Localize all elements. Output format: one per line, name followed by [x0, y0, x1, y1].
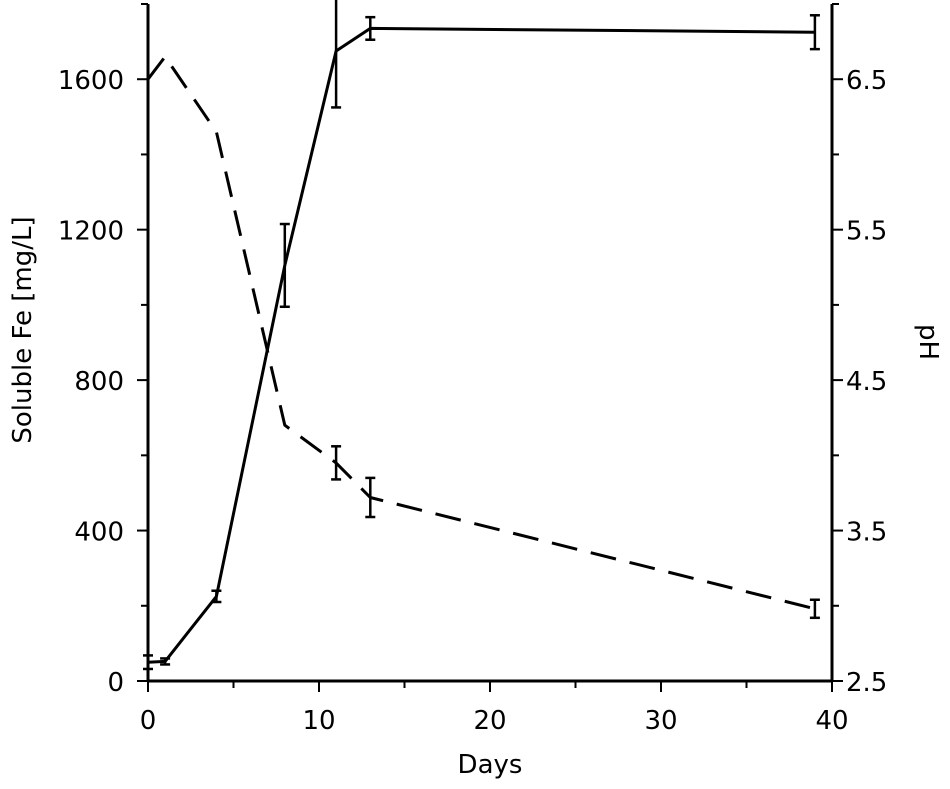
series-layer — [143, 0, 820, 671]
tick-marks — [137, 3, 843, 692]
x-tick-label: 30 — [644, 706, 677, 736]
right-y-tick-label: 4.5 — [846, 367, 887, 397]
ph-series-line — [146, 55, 816, 611]
left-y-tick-label: 400 — [74, 518, 124, 548]
x-tick-label: 0 — [140, 706, 157, 736]
x-tick-label: 10 — [302, 706, 335, 736]
x-axis-title: Days — [458, 750, 523, 780]
right-y-tick-label: 6.5 — [846, 66, 887, 96]
left-y-tick-label: 800 — [74, 367, 124, 397]
right-y-tick-label: 3.5 — [846, 518, 887, 548]
x-tick-label: 20 — [473, 706, 506, 736]
soluble-fe-series-line — [147, 26, 815, 664]
left-y-tick-label: 1200 — [58, 217, 124, 247]
right-y-axis-title: pH — [913, 324, 943, 360]
left-y-tick-label: 1600 — [58, 66, 124, 96]
x-tick-label: 40 — [815, 706, 848, 736]
right-y-tick-label: 5.5 — [846, 217, 887, 247]
left-y-axis-title: Soluble Fe [mg/L] — [8, 216, 38, 443]
axes — [146, 4, 834, 683]
left-y-tick-label: 0 — [107, 668, 124, 698]
right-y-tick-label: 2.5 — [846, 668, 887, 698]
